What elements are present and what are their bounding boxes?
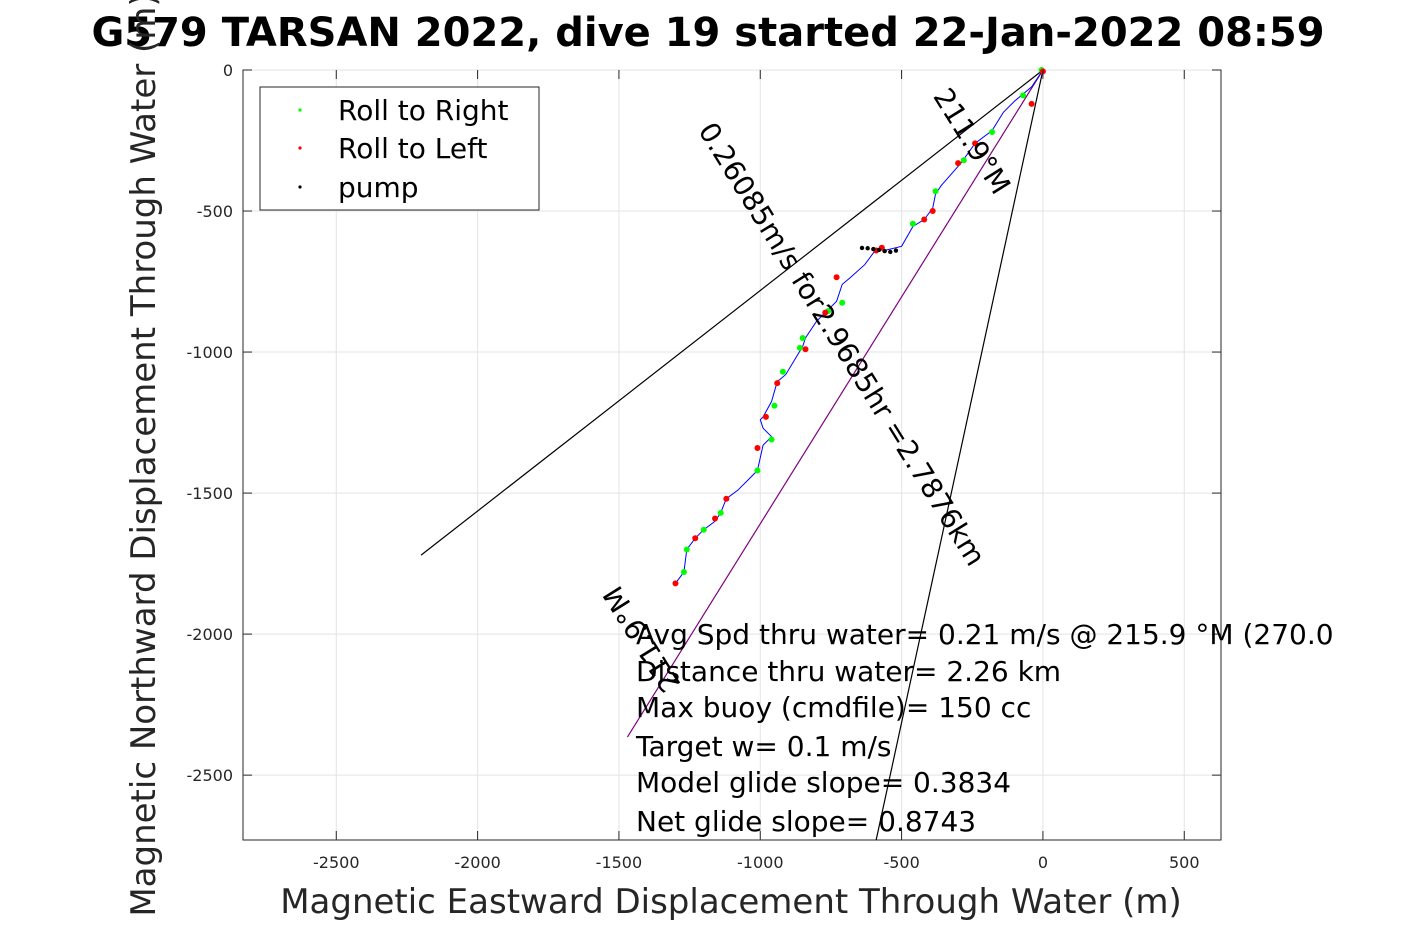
marker-roll-to-left <box>712 515 719 522</box>
marker-pump <box>859 245 865 251</box>
reference-lines <box>420 69 1044 841</box>
x-tick-label: 0 <box>1038 853 1048 872</box>
marker-roll-to-right <box>754 467 761 474</box>
legend-marker-roll-right <box>298 108 302 112</box>
marker-roll-to-left <box>929 208 936 215</box>
marker-roll-to-left <box>955 160 962 167</box>
x-axis-label: Magnetic Eastward Displacement Through W… <box>280 882 1182 922</box>
marker-roll-to-right <box>1020 92 1027 99</box>
marker-roll-to-right <box>932 188 939 195</box>
reference-line <box>420 69 1044 556</box>
stat-avg-speed: Avg Spd thru water= 0.21 m/s @ 215.9 °M … <box>636 618 1334 651</box>
y-tick-label: -1500 <box>187 484 234 503</box>
marker-roll-to-right <box>989 129 996 136</box>
y-tick-label: 0 <box>223 61 233 80</box>
marker-roll-to-right <box>909 220 916 227</box>
stat-distance: Distance thru water= 2.26 km <box>636 655 1061 688</box>
marker-roll-to-right <box>796 344 803 351</box>
legend-label-roll-right: Roll to Right <box>338 94 509 127</box>
y-tick-label: -1000 <box>187 343 234 362</box>
marker-pump <box>893 248 899 253</box>
marker-roll-to-right <box>768 436 775 443</box>
marker-pump <box>888 249 893 255</box>
marker-roll-to-right <box>717 509 724 516</box>
marker-roll-to-left <box>972 140 979 147</box>
marker-roll-to-left <box>672 580 679 587</box>
reference-line <box>626 69 1044 738</box>
reference-line <box>875 69 1044 841</box>
stat-max-buoy: Max buoy (cmdfile)= 150 cc <box>636 691 1031 724</box>
chart-title: G579 TARSAN 2022, dive 19 started 22-Jan… <box>91 10 1324 56</box>
y-tick-label: -500 <box>197 202 233 221</box>
x-tick-label: -500 <box>883 853 919 872</box>
marker-roll-to-left <box>754 444 761 451</box>
x-tick-label: -2500 <box>313 853 360 872</box>
marker-pump <box>882 248 887 254</box>
marker-roll-to-left <box>723 495 730 502</box>
legend: Roll to Right Roll to Left pump <box>259 86 540 211</box>
plot-area: 211.9°M0.26085m/s for2.9685hr =2.7876km2… <box>242 67 1222 841</box>
y-tick-label: -2500 <box>187 766 234 785</box>
marker-roll-to-right <box>960 157 967 164</box>
marker-roll-to-left <box>921 216 928 223</box>
marker-roll-to-left <box>822 309 829 316</box>
x-axis-ticks: -2500 -2000 -1500 -1000 -500 0 500 <box>313 70 1200 872</box>
marker-roll-to-right <box>771 402 778 409</box>
marker-roll-to-right <box>683 546 690 553</box>
marker-pump <box>871 246 876 252</box>
marker-roll-to-left <box>802 346 809 353</box>
marker-roll-to-left <box>833 274 840 281</box>
marker-roll-to-left <box>774 380 781 387</box>
marker-pump <box>876 247 882 253</box>
marker-roll-to-right <box>680 569 687 576</box>
legend-box <box>259 86 540 211</box>
stat-net-glide-slope: Net glide slope= 0.8743 <box>636 805 976 838</box>
x-tick-label: -1500 <box>596 853 643 872</box>
legend-marker-roll-left <box>298 146 302 150</box>
marker-roll-to-left <box>692 535 699 542</box>
marker-roll-to-right <box>700 526 707 533</box>
marker-roll-to-left <box>762 413 769 420</box>
marker-roll-to-left <box>1028 100 1035 107</box>
legend-label-roll-left: Roll to Left <box>338 132 487 165</box>
stat-target-w: Target w= 0.1 m/s <box>635 730 892 763</box>
dive-statistics: Avg Spd thru water= 0.21 m/s @ 215.9 °M … <box>635 618 1334 838</box>
legend-label-pump: pump <box>338 171 419 204</box>
x-tick-label: 500 <box>1169 853 1200 872</box>
x-tick-label: -2000 <box>454 853 501 872</box>
marker-roll-to-right <box>839 299 846 306</box>
y-tick-label: -2000 <box>187 625 234 644</box>
marker-roll-to-right <box>799 334 806 341</box>
legend-marker-pump <box>298 185 302 189</box>
x-tick-label: -1000 <box>737 853 784 872</box>
marker-pump <box>865 246 870 251</box>
marker-roll-to-right <box>779 368 786 375</box>
stat-model-glide-slope: Model glide slope= 0.3834 <box>636 766 1011 799</box>
y-axis-label: Magnetic Northward Displacement Through … <box>124 0 164 917</box>
y-axis-ticks: 0 -500 -1000 -1500 -2000 -2500 <box>187 61 1221 785</box>
